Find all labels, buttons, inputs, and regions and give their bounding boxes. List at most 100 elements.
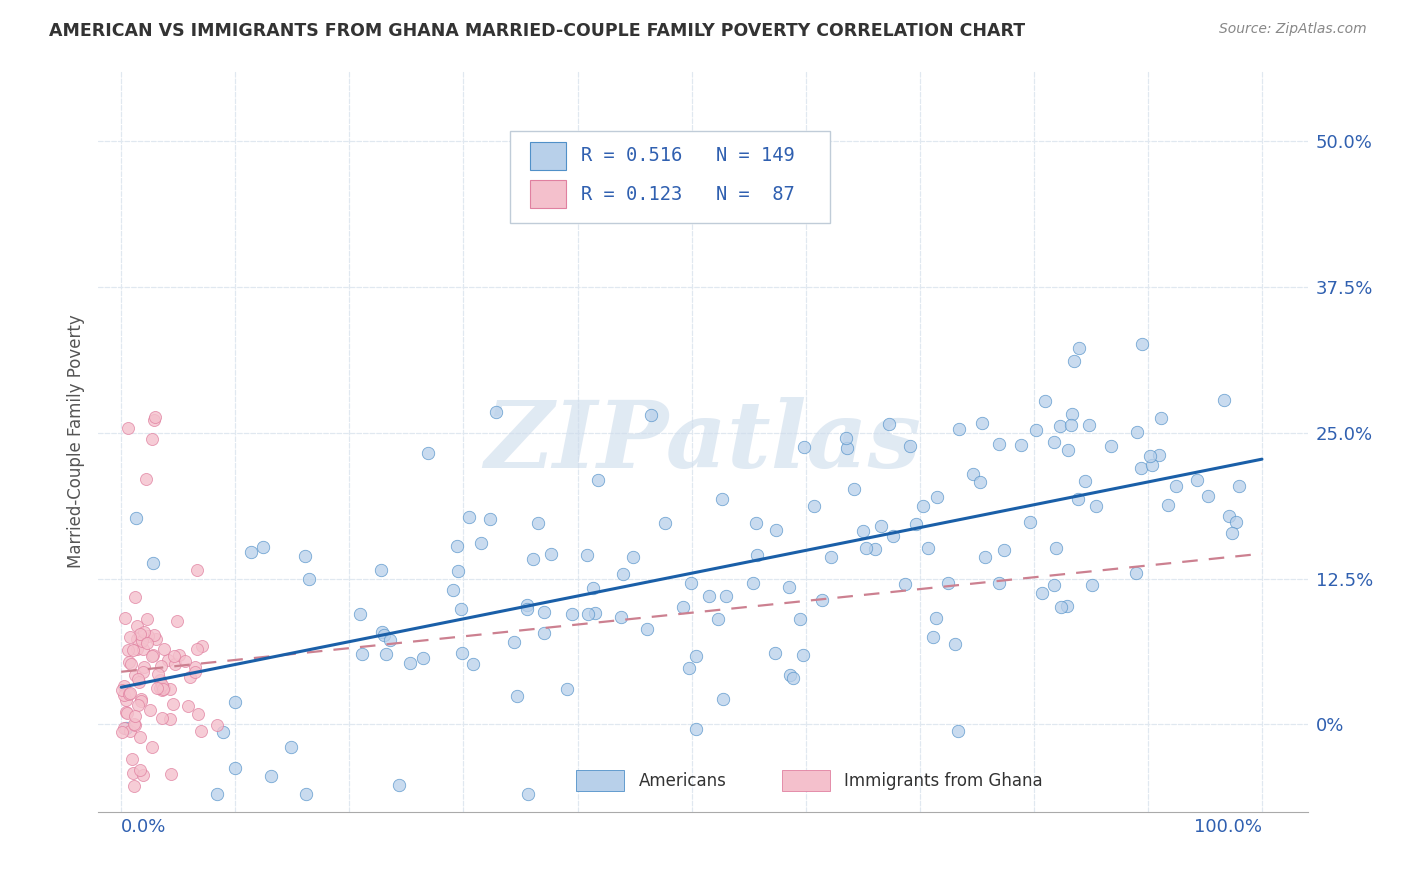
Point [1130,336,1153,351]
Point [763,646,786,660]
Point [388,779,411,793]
Point [124,591,146,605]
Text: R = 0.516   N = 149: R = 0.516 N = 149 [581,146,794,165]
Point [121,643,143,657]
Point [224,761,246,775]
Point [1197,489,1219,503]
Point [125,619,148,633]
Point [120,724,142,739]
Point [184,660,207,674]
Point [136,630,159,644]
Point [370,563,392,577]
Point [120,657,142,671]
Point [946,724,969,739]
Point [1081,578,1104,592]
Point [612,567,634,582]
Point [1077,418,1099,433]
Point [447,564,470,578]
Point [111,683,134,698]
Point [176,699,198,714]
Point [150,711,173,725]
Point [174,655,197,669]
Point [820,549,842,564]
Point [159,712,181,726]
Point [135,611,157,625]
Point [502,634,524,648]
Point [129,694,152,708]
Point [115,693,138,707]
Point [936,576,959,591]
Point [294,787,316,801]
Point [349,607,371,622]
Point [741,576,763,591]
Point [516,599,538,613]
Point [124,718,146,732]
Point [399,656,422,670]
Point [540,547,562,561]
Point [609,610,631,624]
Point [457,510,479,524]
Point [1057,443,1080,458]
Point [145,632,167,646]
Point [1125,566,1147,580]
Point [146,667,169,681]
Point [912,499,935,513]
Point [252,540,274,554]
Point [127,641,149,656]
Point [1218,508,1240,523]
Point [711,492,734,507]
Point [112,721,135,735]
Point [685,648,707,663]
Point [810,593,832,607]
FancyBboxPatch shape [509,130,830,223]
Point [115,706,138,720]
Point [747,548,769,562]
Point [187,707,209,722]
Point [352,647,374,661]
Point [129,691,152,706]
Point [129,627,152,641]
Point [470,536,492,550]
Point [141,739,163,754]
Point [131,634,153,648]
Point [128,731,150,745]
Point [1220,525,1243,540]
Point [142,648,165,662]
Text: 0.0%: 0.0% [121,818,166,836]
Point [478,512,501,526]
Point [149,673,172,687]
Point [1150,411,1173,425]
Text: Source: ZipAtlas.com: Source: ZipAtlas.com [1219,22,1367,37]
Point [1062,408,1084,422]
Text: ZIPatlas: ZIPatlas [485,397,921,486]
Point [1063,354,1085,368]
Point [111,725,134,739]
Point [117,642,139,657]
Point [124,668,146,682]
Point [1185,473,1208,487]
Point [1225,515,1247,529]
Point [1227,479,1250,493]
Point [125,632,148,646]
Point [852,524,875,538]
Point [212,725,235,739]
Point [714,590,737,604]
Point [153,681,176,696]
Point [124,511,146,525]
Point [870,519,893,533]
Point [623,550,645,565]
Point [373,628,395,642]
Point [765,523,787,537]
Point [1010,438,1032,452]
Point [1099,439,1122,453]
Point [585,606,607,620]
Point [561,607,583,621]
Point [160,767,183,781]
Point [461,657,484,672]
Point [711,692,734,706]
Point [1084,499,1107,513]
Point [1140,458,1163,472]
Point [1019,515,1042,529]
Point [865,542,887,557]
Point [122,765,145,780]
